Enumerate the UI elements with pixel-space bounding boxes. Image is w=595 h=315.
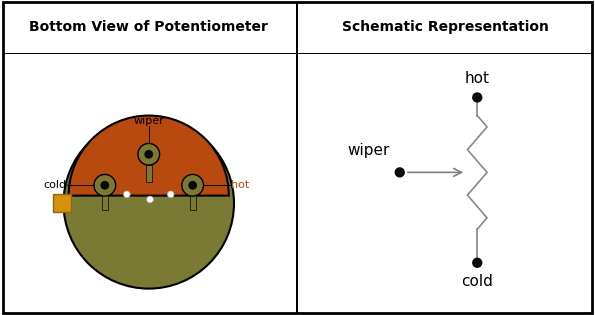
Circle shape (182, 175, 203, 196)
Circle shape (123, 191, 130, 198)
Circle shape (472, 258, 483, 268)
Circle shape (101, 181, 109, 190)
Circle shape (147, 196, 154, 203)
Circle shape (472, 92, 483, 103)
Bar (102, 195, 108, 210)
Circle shape (64, 118, 234, 289)
Text: cold: cold (461, 274, 493, 289)
Circle shape (167, 191, 174, 198)
Bar (53, 194, 71, 212)
Text: Schematic Representation: Schematic Representation (342, 20, 549, 34)
Circle shape (394, 167, 405, 178)
Text: hot: hot (465, 71, 490, 86)
Text: wiper: wiper (347, 143, 389, 158)
Bar (190, 195, 196, 210)
Text: wiper: wiper (133, 116, 164, 126)
Text: cold: cold (43, 180, 66, 190)
Circle shape (188, 181, 197, 190)
Circle shape (94, 175, 115, 196)
Bar (146, 165, 152, 182)
Circle shape (145, 150, 153, 159)
Circle shape (138, 143, 159, 165)
Text: Bottom View of Potentiometer: Bottom View of Potentiometer (29, 20, 268, 34)
Text: hot: hot (231, 180, 250, 190)
Wedge shape (68, 116, 229, 196)
